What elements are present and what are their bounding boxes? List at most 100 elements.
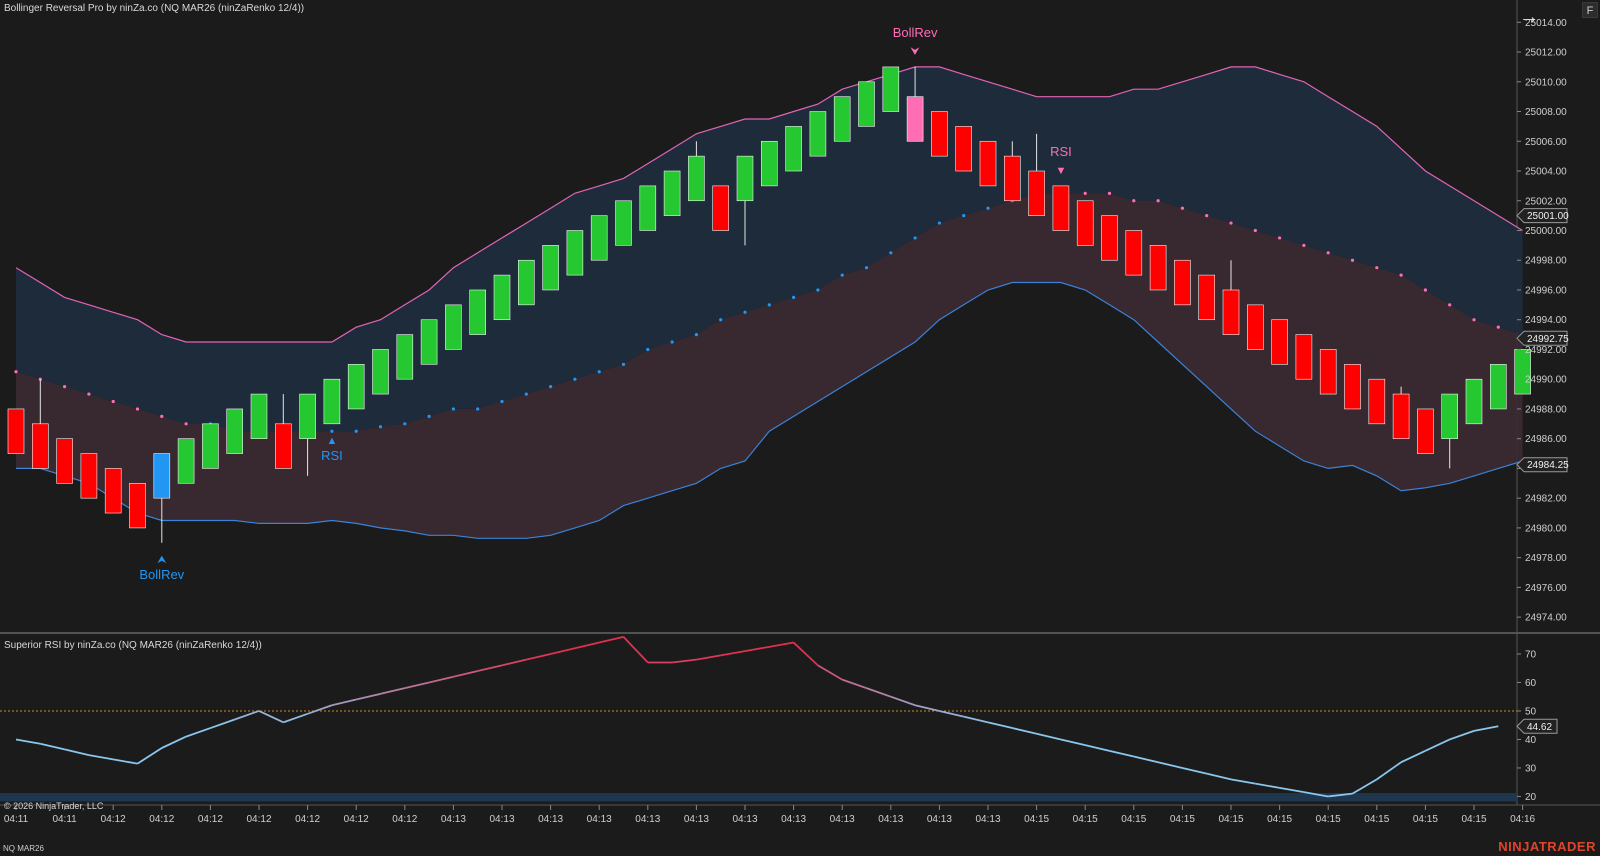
ninjatrader-logo: NINJATRADER — [1498, 839, 1596, 854]
candle — [396, 334, 414, 380]
price-tick-label: 24986.00 — [1525, 434, 1567, 445]
candle-body — [1003, 155, 1021, 202]
candle-body — [31, 423, 49, 469]
candle-body — [323, 378, 341, 425]
candle — [469, 289, 487, 335]
price-tick-label: 25000.00 — [1525, 226, 1567, 237]
candle-body — [1247, 304, 1264, 350]
trail-dot — [1083, 191, 1087, 195]
price-tick-label: 24976.00 — [1525, 583, 1567, 594]
candle-body — [469, 289, 487, 335]
price-marker-box — [1516, 208, 1568, 224]
candle-body — [396, 334, 414, 380]
time-tick-label: 04:11 — [52, 814, 77, 825]
rsi-segment — [963, 715, 989, 724]
trail-dot — [184, 422, 188, 426]
candle — [31, 379, 49, 469]
time-tick-label: 04:13 — [830, 814, 855, 825]
price-tick-label: 24990.00 — [1525, 375, 1567, 386]
time-tick-label: 04:15 — [1218, 814, 1243, 825]
candle-body — [129, 482, 146, 529]
rsi-segment — [671, 658, 697, 664]
candle — [202, 423, 219, 469]
candle-body — [955, 126, 973, 172]
candle-body — [809, 111, 827, 157]
rsi-segment — [355, 692, 381, 701]
rsi-segment — [307, 704, 333, 715]
rsi-segment — [1157, 761, 1183, 769]
time-tick-label: 04:12 — [198, 814, 223, 825]
trail-dot — [1448, 303, 1452, 307]
trail-dot — [500, 399, 504, 404]
trail-dot — [913, 236, 917, 240]
time-tick-label: 04:13 — [587, 814, 612, 825]
trail-dot — [597, 370, 601, 374]
rsi-tick-label: 50 — [1525, 706, 1537, 717]
trail-dot — [889, 251, 893, 255]
rsi-segment — [453, 670, 478, 678]
candle — [1368, 378, 1386, 425]
trail-dot — [962, 214, 966, 218]
rsi-segment — [258, 710, 284, 724]
scroll-right-arrow-icon[interactable]: → — [1519, 6, 1539, 28]
price-tick-label: 24992.00 — [1525, 345, 1567, 356]
trail-dot — [743, 310, 747, 314]
price-tick-label: 24996.00 — [1525, 285, 1567, 296]
price-tick-label: 25002.00 — [1525, 196, 1567, 207]
signal-label: RSI — [321, 448, 343, 463]
rsi-segment — [113, 758, 138, 765]
trail-dot — [1350, 258, 1355, 262]
rsi-segment — [866, 687, 892, 698]
candle — [955, 126, 973, 172]
candle — [1222, 260, 1240, 335]
candle — [445, 304, 462, 350]
price-marker: 24992.75 — [1516, 330, 1569, 346]
rsi-segment — [1060, 738, 1086, 747]
lower-band-line — [16, 281, 1523, 539]
candle-body — [785, 126, 802, 172]
trail-dot — [621, 362, 626, 366]
time-tick-label: 04:13 — [781, 814, 806, 825]
copyright-text: © 2026 NinjaTrader, LLC — [4, 801, 104, 811]
rsi-segment — [939, 710, 964, 718]
candle — [809, 111, 827, 157]
candle-body — [590, 215, 608, 261]
price-marker: 24984.25 — [1516, 457, 1569, 473]
rsi-tick-label: 20 — [1525, 792, 1537, 803]
rsi-tick-label: 30 — [1525, 763, 1537, 774]
candle-body — [420, 319, 438, 365]
price-marker-box — [1516, 330, 1568, 346]
trail-dot — [1156, 199, 1160, 203]
rsi-segment — [1133, 755, 1159, 764]
rsi-segment — [1376, 761, 1402, 781]
rsi-segment — [987, 721, 1013, 729]
candle — [1344, 364, 1361, 410]
candle — [7, 408, 25, 454]
candle-body — [906, 96, 924, 142]
panel-menu-button[interactable]: F — [1582, 2, 1598, 18]
rsi-segment — [1255, 782, 1280, 789]
candle-body — [542, 245, 559, 291]
signal-label: RSI — [1050, 144, 1072, 159]
trail-dot — [1205, 214, 1209, 218]
candle — [712, 185, 730, 231]
trail-dot — [1132, 199, 1136, 203]
rsi-segment — [380, 687, 406, 695]
trail-dot — [476, 407, 480, 411]
rsi-segment — [720, 650, 746, 657]
candle — [153, 453, 171, 543]
time-tick-label: 04:15 — [1316, 814, 1341, 825]
candle-body — [1392, 393, 1410, 439]
candle — [129, 482, 146, 529]
rsi-segment — [1400, 750, 1426, 764]
candle-body — [566, 230, 584, 276]
candle-body — [639, 185, 657, 231]
rsi-tick-label: 60 — [1525, 678, 1537, 689]
candle — [372, 349, 389, 395]
trail-dot — [330, 429, 334, 433]
candle-body — [1076, 200, 1094, 246]
candle — [1247, 304, 1264, 350]
trail-dot — [1253, 228, 1257, 233]
candle — [615, 200, 632, 246]
